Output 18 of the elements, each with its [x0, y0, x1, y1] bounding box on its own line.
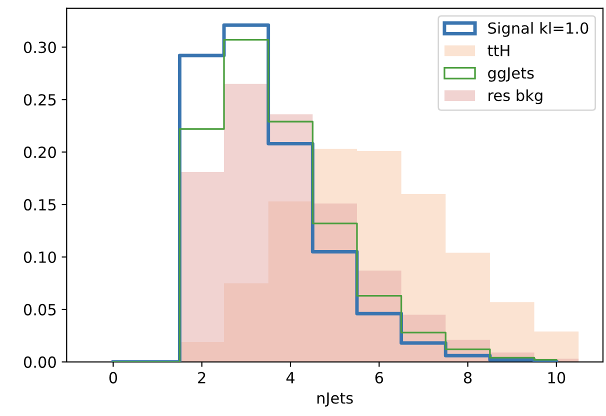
x-tick-label: 10 — [548, 372, 566, 384]
y-tick-label: 0.10 — [24, 251, 56, 264]
x-tick-label: 6 — [375, 372, 384, 384]
legend-label: res bkg — [488, 89, 542, 104]
x-axis-title: nJets — [317, 392, 353, 407]
x-tick-label: 0 — [109, 372, 118, 384]
y-tick-label: 0.20 — [24, 146, 56, 158]
legend-label: ggJets — [488, 67, 534, 82]
y-tick-label: 0.00 — [24, 356, 56, 368]
x-tick-label: 4 — [286, 372, 294, 384]
legend-label: ttH — [488, 44, 510, 56]
x-tick-label: 2 — [198, 372, 206, 384]
y-tick-label: 0.15 — [24, 198, 56, 211]
y-tick-label: 0.25 — [24, 94, 56, 106]
y-tick-label: 0.30 — [24, 42, 56, 54]
legend-label: Signal kl=1.0 — [488, 22, 588, 37]
x-tick-label: 8 — [464, 372, 472, 384]
y-tick-label: 0.05 — [24, 304, 56, 316]
